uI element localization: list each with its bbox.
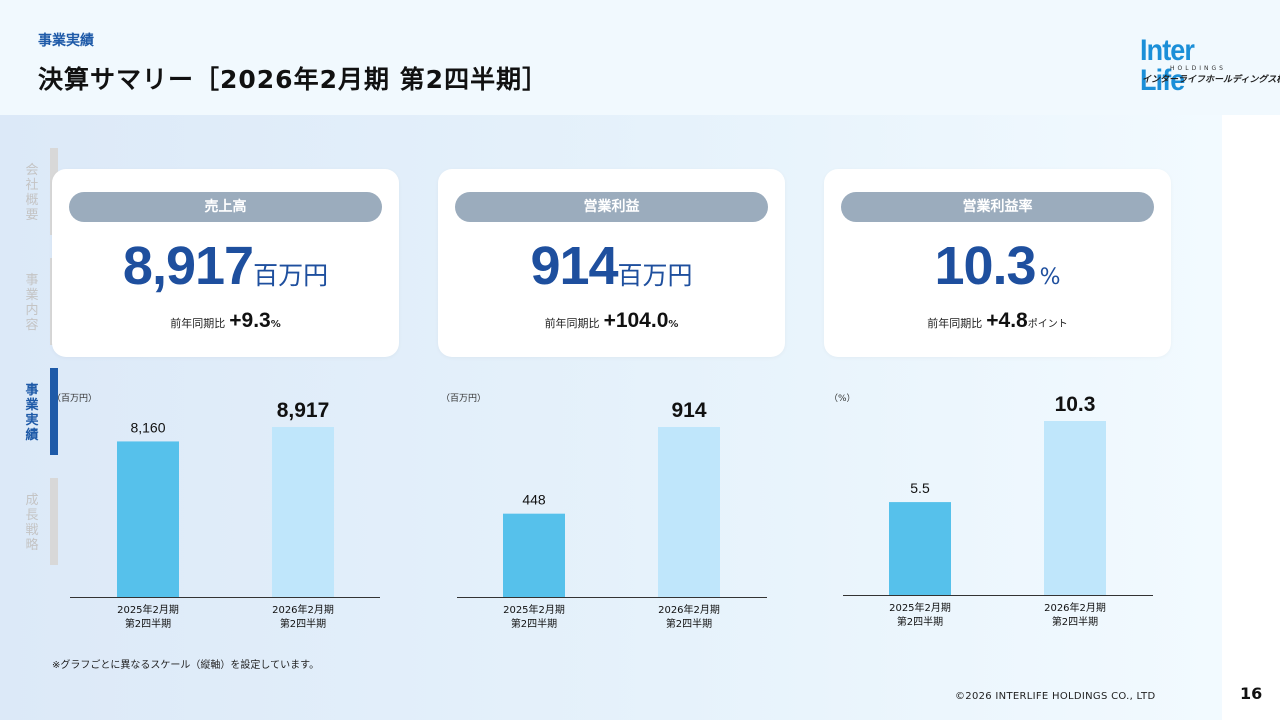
side-nav (1222, 115, 1280, 665)
x-tick-label: 第2四半期 (666, 617, 712, 630)
chart-unit-label: （百万円） (441, 394, 487, 404)
x-tick-label: 2025年2月期 (117, 603, 179, 616)
nav-item-strategy[interactable]: 成長戦略 (25, 493, 39, 553)
kpi-number: 10.3 (934, 236, 1036, 296)
x-tick-label: 第2四半期 (511, 617, 557, 630)
bar (117, 441, 179, 597)
kpi-unit: % (1039, 265, 1061, 290)
kpi-change: +104.0 (603, 309, 669, 332)
footnote: ※グラフごとに異なるスケール（縦軸）を設定しています。 (52, 660, 320, 671)
x-tick-label: 第2四半期 (125, 617, 171, 630)
nav-item-company[interactable]: 会社概要 (25, 163, 39, 223)
bar (1044, 421, 1106, 595)
kpi-compare: 前年同期比 +104.0% (438, 309, 785, 333)
kpi-value: 914百万円 (438, 235, 785, 297)
chart-unit-label: （百万円） (52, 394, 98, 404)
kpi-number: 8,917 (122, 236, 254, 296)
nav-item-business[interactable]: 事業内容 (25, 273, 39, 333)
page-title: 決算サマリー［2026年2月期 第2四半期］ (38, 65, 549, 94)
data-label: 10.3 (1055, 393, 1096, 416)
kpi-value: 8,917百万円 (52, 235, 399, 297)
bar (272, 427, 334, 597)
kpi-compare: 前年同期比 +4.8ポイント (824, 309, 1171, 333)
kpi-card-sales: 売上高 8,917百万円 前年同期比 +9.3% (52, 169, 399, 357)
x-tick-label: 第2四半期 (280, 617, 326, 630)
data-label: 8,160 (130, 419, 165, 435)
kpi-change-unit: % (270, 319, 281, 330)
x-tick-label: 2026年2月期 (272, 603, 334, 616)
header (0, 0, 1280, 115)
data-label: 448 (522, 492, 546, 508)
kpi-card-operating-margin: 営業利益率 10.3% 前年同期比 +4.8ポイント (824, 169, 1171, 357)
kpi-card-operating-profit: 営業利益 914百万円 前年同期比 +104.0% (438, 169, 785, 357)
kpi-title: 営業利益 (455, 192, 768, 222)
data-label: 8,917 (277, 399, 330, 422)
section-label: 事業実績 (38, 33, 94, 49)
kpi-compare-label: 前年同期比 (170, 317, 226, 330)
x-tick-label: 2026年2月期 (1044, 601, 1106, 614)
bar-charts: 8,1602025年2月期第2四半期8,9172026年2月期第2四半期4482… (70, 393, 1153, 630)
x-tick-label: 2025年2月期 (503, 603, 565, 616)
x-tick-label: 第2四半期 (1052, 615, 1098, 628)
x-tick-label: 第2四半期 (897, 615, 943, 628)
kpi-change-unit: ポイント (1027, 319, 1068, 330)
kpi-unit: 百万円 (617, 261, 693, 290)
x-tick-label: 2025年2月期 (889, 601, 951, 614)
kpi-compare-label: 前年同期比 (927, 317, 983, 330)
kpi-change: +9.3 (229, 309, 271, 332)
data-label: 914 (671, 399, 706, 422)
company-logo: Inter Life HOLDINGS インターライフホールディングス株式会社 (1140, 36, 1280, 96)
nav-bar-strategy (50, 478, 58, 565)
footer-right-panel (1222, 665, 1280, 720)
chart-unit-label: （%） (829, 394, 856, 404)
nav-bar-results (50, 368, 58, 455)
logo-sub-text: HOLDINGS (1170, 65, 1226, 72)
x-tick-label: 2026年2月期 (658, 603, 720, 616)
bar (503, 513, 565, 597)
copyright: ©2026 INTERLIFE HOLDINGS CO., LTD (955, 691, 1156, 702)
logo-jp-text: インターライフホールディングス株式会社 (1142, 75, 1280, 85)
logo-main-text: Inter Life (1140, 34, 1195, 97)
data-label: 5.5 (910, 480, 930, 496)
kpi-change: +4.8 (986, 309, 1028, 332)
kpi-unit: 百万円 (253, 261, 329, 290)
kpi-change-unit: % (668, 319, 679, 330)
kpi-number: 914 (530, 236, 618, 296)
kpi-title: 営業利益率 (841, 192, 1154, 222)
kpi-title: 売上高 (69, 192, 382, 222)
kpi-compare: 前年同期比 +9.3% (52, 309, 399, 333)
bar (889, 502, 951, 595)
nav-item-results[interactable]: 事業実績 (25, 383, 39, 443)
page-number: 16 (1240, 684, 1263, 703)
bar (658, 427, 720, 597)
kpi-compare-label: 前年同期比 (544, 317, 600, 330)
kpi-value: 10.3% (824, 235, 1171, 297)
